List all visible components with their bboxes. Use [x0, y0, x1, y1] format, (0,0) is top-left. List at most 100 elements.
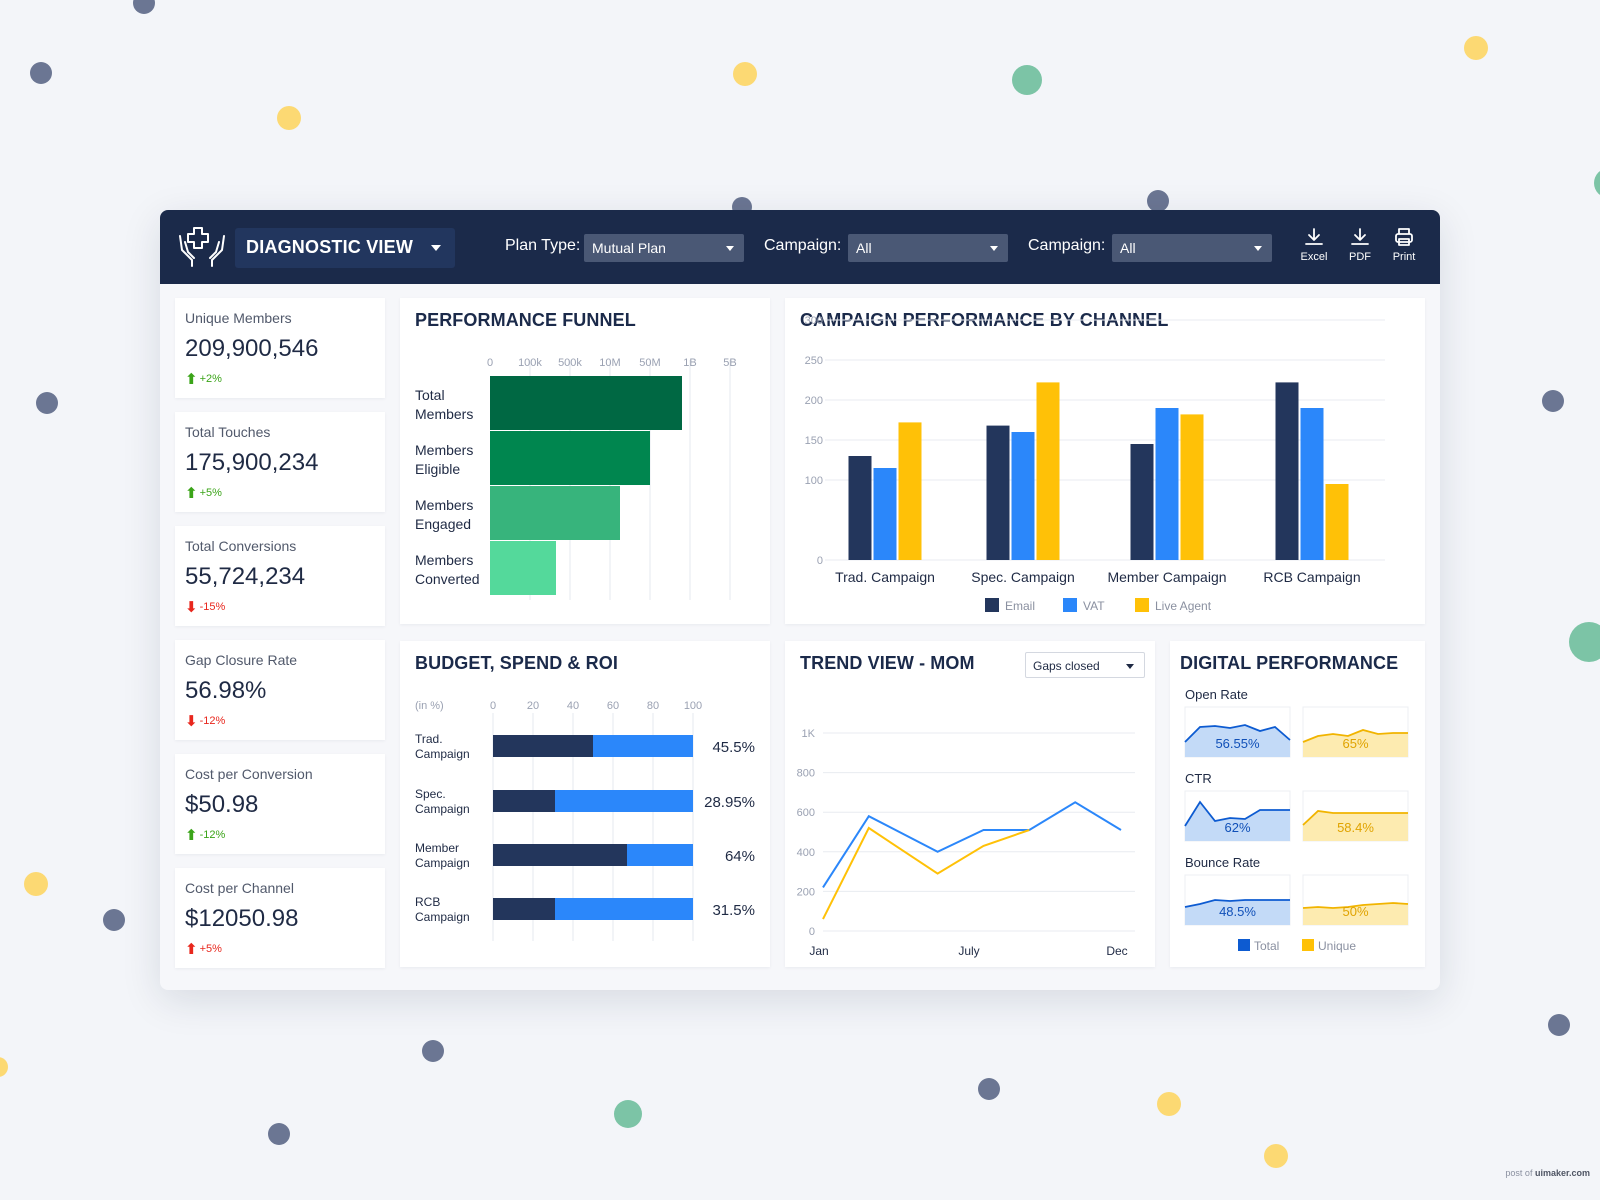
bar-vat [1300, 408, 1324, 560]
kpi-card: Unique Members 209,900,546 ⬆ +2% [175, 298, 385, 398]
total-value: 48.5% [1219, 904, 1256, 919]
performance-funnel-chart: 0 100k 500k 10M 50M 1B 5B Total Members Members El… [415, 357, 737, 600]
kpi-value: 175,900,234 [185, 449, 319, 476]
funnel-bar [490, 376, 682, 430]
trend-view-chart: 0 200 400 600 800 1K Jan July Dec [797, 728, 1135, 958]
category-label: Spec. [415, 787, 446, 801]
category-label: Converted [415, 571, 480, 587]
digital-performance-chart: Open Rate 56.55% 65% CTR 62% 58.4% Bounce Rate… [1184, 687, 1409, 953]
campaign-performance-chart: 0 100 150 200 250 300 Trad. Campaign Spec. Camp… [805, 315, 1385, 613]
budget-bar [555, 790, 693, 812]
category-label: Spec. Campaign [971, 569, 1075, 585]
kpi-change: ⬇ -15% [185, 598, 225, 616]
x-tick-label: July [958, 944, 979, 958]
kpi-label: Cost per Conversion [185, 766, 313, 782]
y-tick-label: 300 [805, 315, 823, 327]
unit-label: (in %) [415, 700, 444, 712]
legend-swatch [1302, 939, 1314, 951]
plan-type-label: Plan Type: [505, 237, 581, 254]
card-title: PERFORMANCE FUNNEL [415, 310, 636, 330]
bar-live-agent [1325, 484, 1349, 560]
export-excel-button[interactable]: Excel [1294, 224, 1334, 272]
x-tick-label: 60 [607, 700, 619, 712]
total-line [1184, 899, 1290, 908]
kpi-change-value: +5% [199, 943, 222, 955]
category-label: Members [415, 552, 473, 568]
kpi-change: ⬆ +5% [185, 484, 222, 502]
performance-funnel-card: PERFORMANCE FUNNEL 0 100k 500k 10M 50M 1B 5B To… [400, 298, 770, 624]
legend-label: Total [1254, 939, 1279, 953]
roi-label: 28.95% [704, 794, 755, 811]
kpi-label: Total Conversions [185, 538, 297, 554]
category-label: Member Campaign [1107, 569, 1226, 585]
unique-line [1302, 729, 1408, 743]
unique-value: 50% [1342, 904, 1368, 919]
kpi-value: 55,724,234 [185, 563, 306, 590]
healthcare-hands-icon [179, 227, 225, 267]
chevron-down-icon [990, 246, 998, 251]
category-label: Trad. [415, 732, 443, 746]
total-line [1184, 800, 1290, 827]
printer-icon [1395, 228, 1413, 246]
kpi-card: Cost per Channel $12050.98 ⬆ +5% [175, 868, 385, 968]
category-label: Total [415, 387, 445, 403]
x-tick-label: Dec [1106, 944, 1127, 958]
kpi-label: Total Touches [185, 424, 271, 440]
plan-type-select[interactable]: Mutual Plan [584, 234, 744, 262]
category-label: Engaged [415, 516, 471, 532]
kpi-value: $12050.98 [185, 905, 299, 932]
total-value: 62% [1224, 820, 1250, 835]
bar-email [1275, 382, 1299, 560]
arrow-up-icon: ⬆ [185, 485, 198, 502]
total-area [1185, 802, 1290, 841]
metric-label: CTR [1185, 771, 1212, 786]
kpi-change: ⬆ +2% [185, 370, 222, 388]
y-tick-label: 150 [805, 435, 823, 447]
category-label: Members [415, 406, 473, 422]
metric-label: Open Rate [1185, 687, 1248, 702]
funnel-bar [490, 486, 620, 540]
y-tick-label: 250 [805, 355, 823, 367]
budget-bar [555, 898, 693, 920]
x-tick-label: 0 [490, 700, 496, 712]
kpi-value: 209,900,546 [185, 335, 319, 362]
card-title: BUDGET, SPEND & ROI [415, 653, 618, 673]
trend-metric-select[interactable]: Gaps closed [1025, 652, 1145, 678]
total-area [1185, 900, 1290, 925]
y-tick-label: 600 [797, 807, 815, 819]
campaign-filter-select[interactable]: All [848, 234, 1008, 262]
bar-live-agent [1180, 414, 1204, 560]
card-title: DIGITAL PERFORMANCE [1180, 653, 1399, 673]
x-tick-label: Jan [809, 944, 828, 958]
category-label: Members [415, 442, 473, 458]
category-label: Eligible [415, 461, 460, 477]
y-tick-label: 800 [797, 768, 815, 780]
category-label: RCB [415, 895, 440, 909]
x-tick-label: 0 [487, 357, 493, 369]
legend-swatch [1135, 598, 1149, 612]
print-button[interactable]: Print [1384, 224, 1424, 272]
spend-bar [493, 735, 593, 757]
kpi-change-value: -12% [199, 715, 226, 727]
export-pdf-label: PDF [1349, 251, 1371, 263]
download-icon [1351, 228, 1369, 245]
kpi-label: Gap Closure Rate [185, 652, 298, 668]
view-selector-dropdown[interactable]: DIAGNOSTIC VIEW [235, 228, 455, 268]
spend-bar [493, 898, 555, 920]
export-pdf-button[interactable]: PDF [1340, 224, 1380, 272]
top-bar: DIAGNOSTIC VIEW Plan Type: Mutual Plan C… [160, 210, 1440, 284]
x-tick-label: 80 [647, 700, 659, 712]
arrow-down-icon: ⬇ [185, 713, 198, 730]
x-tick-label: 1B [683, 357, 696, 369]
x-tick-label: 100k [518, 357, 542, 369]
campaign-performance-card: CAMPAIGN PERFORMANCE BY CHANNEL 0 100 150 2… [785, 298, 1425, 624]
budget-spend-roi-card: BUDGET, SPEND & ROI (in %) 0 20 40 60 80 100 Tr… [400, 641, 770, 967]
unique-value: 65% [1342, 736, 1368, 751]
legend-label: Unique [1318, 939, 1356, 953]
campaign-filter-2-select[interactable]: All [1112, 234, 1272, 262]
legend-swatch [985, 598, 999, 612]
y-tick-label: 0 [817, 555, 823, 567]
legend-label: Live Agent [1155, 599, 1212, 613]
budget-bar [627, 844, 693, 866]
arrow-up-icon: ⬆ [185, 827, 198, 844]
